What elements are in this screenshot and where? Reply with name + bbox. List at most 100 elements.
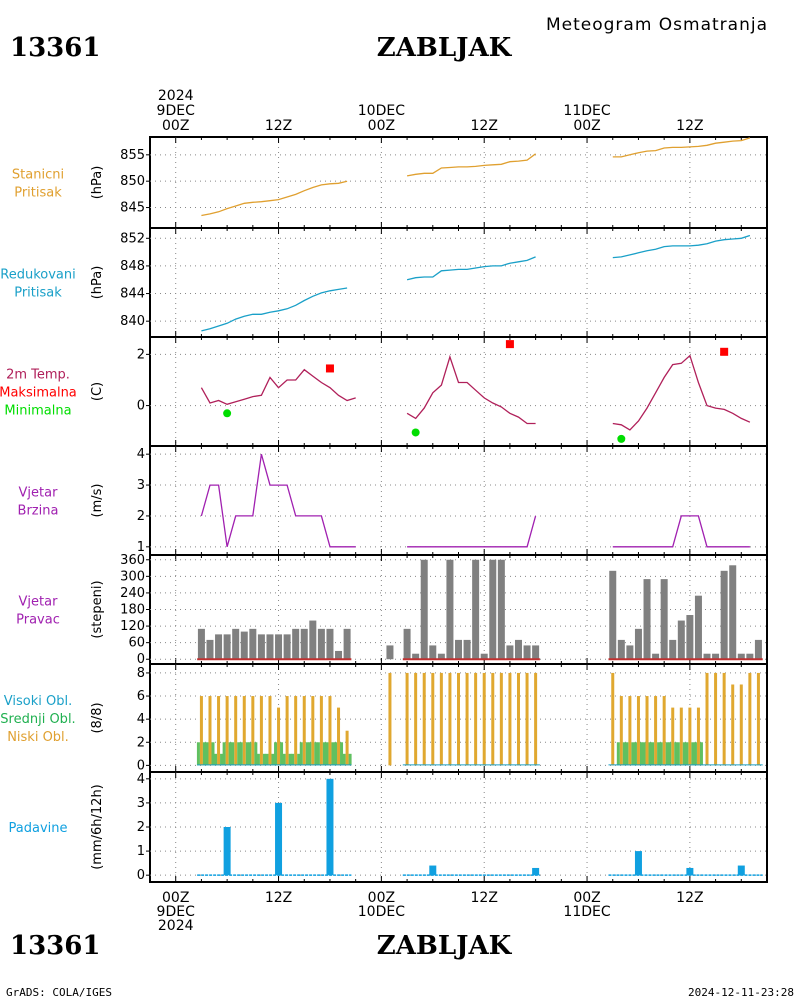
low-cloud-bar bbox=[431, 672, 435, 766]
low-cloud-bar bbox=[319, 696, 323, 766]
mid-cloud-bar bbox=[248, 742, 252, 766]
chart-title: Meteogram Osmatranja bbox=[546, 15, 768, 35]
direction-bar bbox=[643, 579, 651, 660]
mid-cloud-bar bbox=[202, 742, 206, 766]
y-tick-label: 840 bbox=[120, 314, 145, 329]
low-cloud-bar bbox=[654, 696, 658, 766]
y-tick-label: 852 bbox=[120, 231, 145, 246]
direction-bar bbox=[437, 653, 445, 660]
low-cloud-bar bbox=[268, 696, 272, 766]
y-tick-label: 4 bbox=[137, 772, 145, 787]
mid-cloud-bar bbox=[699, 742, 703, 766]
mid-cloud-bar bbox=[685, 742, 689, 766]
panel-frame bbox=[149, 227, 768, 338]
low-cloud-bar bbox=[499, 672, 503, 766]
mid-cloud-bar bbox=[205, 742, 209, 766]
mid-cloud-bar bbox=[254, 742, 258, 766]
series-line bbox=[612, 137, 751, 158]
series-line bbox=[406, 256, 536, 281]
low-cloud-bar bbox=[739, 684, 743, 766]
y-tick-label: 845 bbox=[120, 201, 145, 216]
mid-cloud-bar bbox=[228, 742, 232, 766]
y-tick-label: 3 bbox=[137, 478, 145, 493]
panel-label: Srednji Obl. bbox=[0, 712, 75, 727]
low-cloud-bar bbox=[199, 696, 203, 766]
tmax-marker bbox=[720, 347, 729, 356]
panel-precipitation: 0 1 2 3 4 (mm/6h/12h) Padavine bbox=[9, 771, 768, 883]
low-cloud-bar bbox=[234, 696, 238, 766]
top-time-label: 12Z bbox=[265, 118, 292, 134]
mid-cloud-bar bbox=[325, 742, 329, 766]
direction-bar bbox=[455, 639, 462, 660]
direction-bar bbox=[746, 653, 754, 660]
direction-bar bbox=[626, 645, 634, 660]
mid-cloud-bar bbox=[334, 742, 338, 766]
panel-frame bbox=[149, 771, 768, 883]
mid-cloud-bar bbox=[291, 753, 295, 766]
mid-cloud-bar bbox=[211, 742, 215, 766]
bottom-time-label: 00Z bbox=[573, 890, 600, 906]
y-tick-label: 180 bbox=[120, 603, 145, 618]
y-tick-label: 855 bbox=[120, 148, 145, 163]
low-cloud-bar bbox=[242, 696, 246, 766]
mid-cloud-bar bbox=[348, 753, 352, 766]
direction-bar bbox=[240, 631, 248, 660]
direction-bar bbox=[309, 620, 317, 660]
low-cloud-bar bbox=[534, 672, 538, 766]
direction-bar bbox=[634, 628, 642, 660]
direction-bar bbox=[403, 628, 411, 660]
y-tick-label: 120 bbox=[120, 619, 145, 634]
low-cloud-bar bbox=[225, 696, 229, 766]
direction-bar bbox=[317, 628, 325, 660]
mid-cloud-bar bbox=[262, 753, 266, 766]
direction-bar bbox=[232, 628, 240, 660]
credit-text: GrADS: COLA/IGES bbox=[6, 986, 112, 999]
direction-bar bbox=[489, 559, 497, 660]
top-time-label: 00Z bbox=[573, 118, 600, 134]
y-axis-unit: (hPa) bbox=[90, 166, 105, 200]
precip-bar bbox=[223, 827, 231, 876]
mid-cloud-bar bbox=[633, 742, 637, 766]
direction-bar bbox=[737, 653, 745, 660]
series-line bbox=[612, 234, 751, 259]
y-axis-unit: (mm/6h/12h) bbox=[90, 784, 105, 870]
mid-cloud-bar bbox=[196, 742, 200, 766]
low-cloud-bar bbox=[722, 672, 726, 766]
panels: 845850855(hPa)StanicniPritisak8408448488… bbox=[0, 136, 768, 883]
y-tick-label: 1 bbox=[137, 844, 145, 859]
y-tick-label: 850 bbox=[120, 174, 145, 189]
y-axis-unit: (hPa) bbox=[90, 266, 105, 300]
y-tick-label: 4 bbox=[137, 447, 145, 462]
mid-cloud-bar bbox=[299, 742, 303, 766]
tmax-marker bbox=[325, 364, 334, 373]
y-tick-label: 0 bbox=[137, 868, 145, 883]
bottom-time-label: 12Z bbox=[471, 890, 498, 906]
low-cloud-bar bbox=[285, 696, 289, 766]
y-axis-unit: (stepeni) bbox=[90, 580, 105, 638]
precip-bar bbox=[532, 867, 540, 876]
direction-bar bbox=[712, 653, 720, 660]
direction-bar bbox=[429, 645, 437, 660]
top-time-label: 00Z bbox=[162, 118, 189, 134]
low-cloud-bar bbox=[414, 672, 418, 766]
direction-bar bbox=[660, 579, 668, 660]
series-line bbox=[201, 287, 348, 332]
mid-cloud-bar bbox=[237, 742, 241, 766]
y-axis-unit: (C) bbox=[90, 382, 105, 401]
bottom-time-label: 10DEC bbox=[358, 904, 405, 920]
low-cloud-bar bbox=[474, 672, 478, 766]
y-tick-label: 360 bbox=[120, 553, 145, 568]
mid-cloud-bar bbox=[682, 742, 686, 766]
mid-cloud-bar bbox=[674, 742, 678, 766]
low-cloud-bar bbox=[337, 707, 341, 766]
mid-cloud-bar bbox=[676, 742, 680, 766]
panel-label: 2m Temp. bbox=[6, 368, 70, 383]
precip-bar bbox=[634, 851, 642, 876]
mid-cloud-bar bbox=[342, 753, 346, 766]
panel-label: Padavine bbox=[9, 821, 68, 836]
timestamp-text: 2024-12-11-23:28 bbox=[688, 986, 794, 999]
mid-cloud-bar bbox=[340, 742, 344, 766]
